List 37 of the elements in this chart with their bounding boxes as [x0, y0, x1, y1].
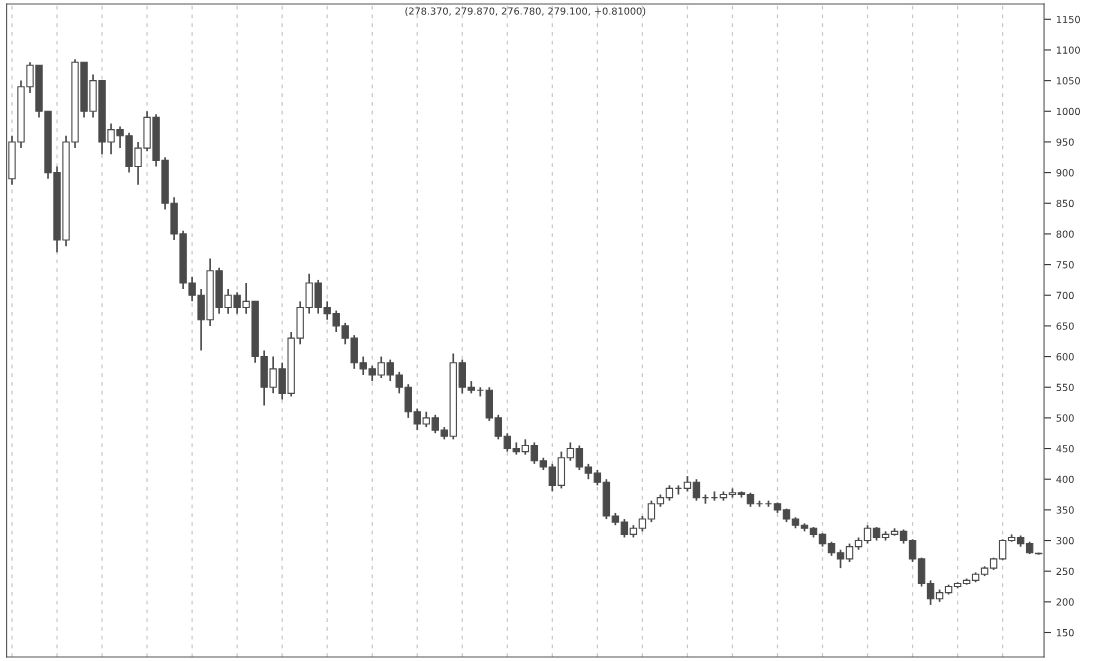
y-tick-label: 800 — [1056, 230, 1074, 238]
y-tick-label: 1050 — [1056, 77, 1080, 85]
y-tick-label: 500 — [1056, 414, 1074, 422]
y-tick-label: 1150 — [1056, 15, 1080, 24]
y-tick-label: 550 — [1056, 383, 1074, 392]
y-tick-label: 650 — [1056, 322, 1074, 330]
candlestick — [836, 548, 845, 569]
candlestick — [908, 538, 917, 563]
y-tick-label: 750 — [1056, 261, 1074, 269]
candlestick — [620, 518, 629, 539]
candlestick — [926, 579, 935, 606]
candlestick — [566, 441, 575, 462]
candlestick — [692, 478, 701, 502]
y-tick-label: 250 — [1056, 567, 1074, 576]
candlestick — [512, 441, 521, 456]
chart-title: (278.370, 279.870, 276.780, 279.100, +0.81000) — [405, 7, 646, 16]
candlestick — [494, 413, 503, 441]
y-tick-label: 950 — [1056, 138, 1074, 146]
y-tick-label: 700 — [1056, 291, 1074, 300]
candlestick — [863, 524, 872, 545]
y-tick-label: 300 — [1056, 537, 1074, 545]
y-tick-label: 350 — [1056, 506, 1074, 514]
candlestick — [845, 542, 854, 563]
y-tick-label: 1000 — [1056, 107, 1080, 116]
y-tick-label: 1100 — [1056, 46, 1080, 54]
candlestick — [530, 441, 539, 465]
candlestick — [503, 432, 512, 453]
candlestick — [647, 499, 656, 523]
y-tick-label: 900 — [1056, 169, 1074, 177]
candlestick — [548, 463, 557, 493]
y-tick-label: 150 — [1056, 628, 1074, 637]
y-tick-label: 400 — [1056, 475, 1074, 484]
candlestick — [575, 444, 584, 471]
y-tick-label: 600 — [1056, 353, 1074, 361]
y-tick-label: 450 — [1056, 445, 1074, 453]
y-tick-label: 850 — [1056, 199, 1074, 208]
y-tick-label: 200 — [1056, 598, 1074, 606]
